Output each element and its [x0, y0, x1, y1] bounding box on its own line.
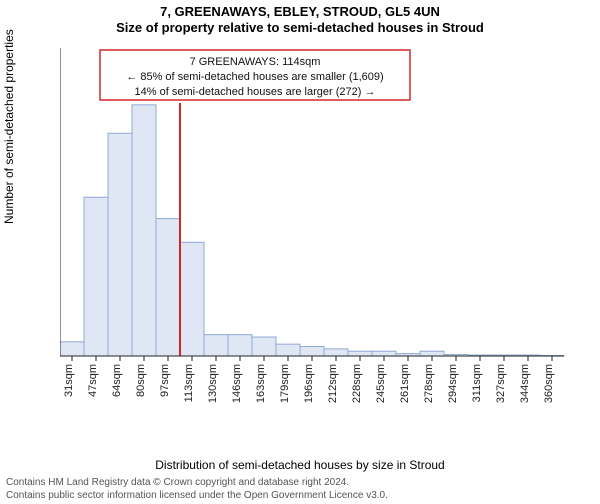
svg-text:228sqm: 228sqm: [351, 364, 363, 403]
svg-text:163sqm: 163sqm: [255, 364, 267, 403]
svg-text:327sqm: 327sqm: [495, 364, 507, 403]
svg-text:146sqm: 146sqm: [231, 364, 243, 403]
svg-text:97sqm: 97sqm: [159, 364, 171, 397]
svg-text:344sqm: 344sqm: [519, 364, 531, 403]
svg-text:130sqm: 130sqm: [207, 364, 219, 403]
footer-line2: Contains public sector information licen…: [6, 490, 388, 503]
svg-text:31sqm: 31sqm: [63, 364, 75, 397]
svg-text:7 GREENAWAYS: 114sqm: 7 GREENAWAYS: 114sqm: [190, 56, 321, 68]
svg-text:294sqm: 294sqm: [447, 364, 459, 403]
svg-text:245sqm: 245sqm: [375, 364, 387, 403]
svg-text:113sqm: 113sqm: [183, 364, 195, 402]
svg-text:311sqm: 311sqm: [471, 364, 483, 402]
svg-text:278sqm: 278sqm: [423, 364, 435, 403]
svg-text:47sqm: 47sqm: [87, 364, 99, 397]
svg-text:80sqm: 80sqm: [135, 364, 147, 397]
page-title-line1: 7, GREENAWAYS, EBLEY, STROUD, GL5 4UN: [0, 4, 600, 19]
svg-text:196sqm: 196sqm: [303, 364, 315, 403]
footer-line1: Contains HM Land Registry data © Crown c…: [6, 477, 388, 490]
svg-text:64sqm: 64sqm: [111, 364, 123, 397]
svg-text:261sqm: 261sqm: [399, 364, 411, 403]
y-axis-label: Number of semi-detached properties: [2, 29, 16, 224]
page-title-line2: Size of property relative to semi-detach…: [0, 20, 600, 35]
svg-text:212sqm: 212sqm: [327, 364, 339, 403]
svg-text:← 85% of semi-detached houses: ← 85% of semi-detached houses are smalle…: [126, 71, 383, 83]
chart-area: 0501001502002503003504004505005506006503…: [60, 44, 570, 414]
footer-attribution: Contains HM Land Registry data © Crown c…: [6, 477, 388, 502]
svg-text:14% of semi-detached houses ar: 14% of semi-detached houses are larger (…: [135, 86, 376, 98]
x-axis-label: Distribution of semi-detached houses by …: [0, 458, 600, 472]
svg-text:179sqm: 179sqm: [279, 364, 291, 403]
histogram-chart: 0501001502002503003504004505005506006503…: [60, 44, 570, 414]
svg-text:360sqm: 360sqm: [543, 364, 555, 403]
